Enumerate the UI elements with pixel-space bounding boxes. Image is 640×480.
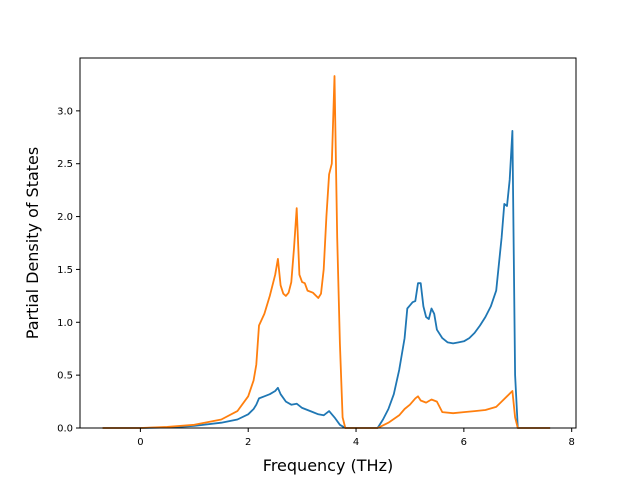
y-tick-label: 0.0 [57,424,73,435]
y-axis-label: Partial Density of States [23,147,42,339]
series-line-1 [102,130,551,429]
x-axis: 0 2 4 6 8 [137,428,575,448]
series-line-2 [102,75,551,429]
x-tick-label: 0 [137,437,143,448]
x-axis-label: Frequency (THz) [263,456,393,475]
y-tick-label: 1.0 [57,318,73,329]
y-tick-label: 2.0 [57,212,73,223]
x-tick-label: 2 [245,437,251,448]
x-tick-label: 8 [568,437,574,448]
plot-frame [79,57,577,429]
x-tick-label: 4 [353,437,359,448]
x-tick-label: 6 [461,437,467,448]
y-axis: 0.0 0.5 1.0 1.5 2.0 2.5 3.0 [57,106,80,435]
y-tick-label: 0.5 [57,371,73,382]
y-tick-label: 3.0 [57,106,73,117]
y-tick-label: 2.5 [57,159,73,170]
y-tick-label: 1.5 [57,265,73,276]
series-layer [102,75,551,429]
